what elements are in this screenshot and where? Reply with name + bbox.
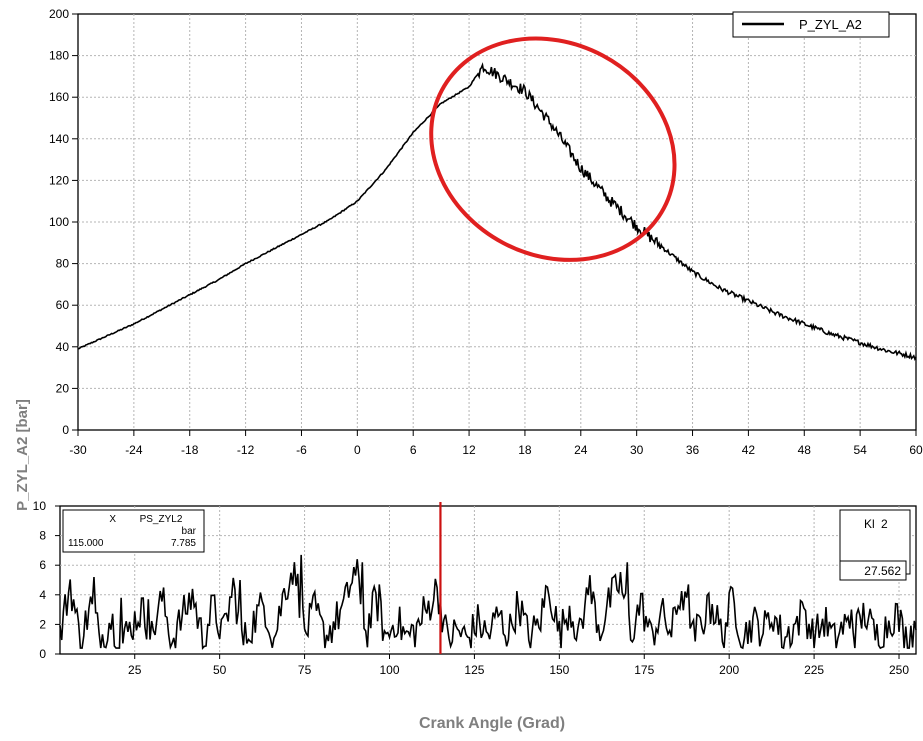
bottom-x-tick-label: 250: [889, 663, 909, 677]
legend: P_ZYL_A2: [732, 11, 890, 38]
top-x-tick-label: 60: [909, 443, 923, 457]
bottom-x-tick-labels: 25 50 75 100 125 150 175 200 225 250: [128, 654, 909, 677]
cursor-unit: bar: [182, 526, 197, 537]
top-y-tick-label: 100: [49, 215, 69, 229]
top-grid: [78, 14, 916, 430]
top-y-tick-label: 200: [49, 7, 69, 21]
kl-value: 27.562: [864, 564, 901, 578]
bottom-y-tick-label: 2: [39, 617, 46, 631]
cursor-y-value: 7.785: [171, 538, 196, 549]
cursor-readout: X PS_ZYL2 bar 115.000 7.785: [62, 509, 205, 553]
top-x-tick-label: -24: [125, 443, 143, 457]
bottom-x-tick-label: 150: [549, 663, 569, 677]
top-y-tick-label: 180: [49, 49, 69, 63]
bottom-y-tick-label: 0: [39, 647, 46, 661]
top-y-tick-label: 120: [49, 173, 69, 187]
top-y-tick-label: 40: [56, 340, 70, 354]
cursor-readout-box: [62, 509, 205, 553]
x-axis-label: Crank Angle (Grad): [419, 715, 565, 732]
y-axis-label: P_ZYL_A2 [bar]: [14, 399, 31, 511]
top-y-tick-label: 20: [56, 381, 70, 395]
legend-entry: P_ZYL_A2: [799, 17, 862, 32]
top-y-tick-label: 0: [62, 423, 69, 437]
kl-readout: Kl 2 27.562: [839, 509, 911, 581]
cursor-x-label: X: [109, 514, 116, 525]
top-x-tick-label: -18: [181, 443, 199, 457]
top-y-tick-label: 60: [56, 298, 70, 312]
top-x-tick-label: 30: [630, 443, 644, 457]
top-series-group: [77, 62, 917, 361]
top-annotation-group: [429, 36, 677, 262]
bottom-x-tick-label: 100: [379, 663, 399, 677]
top-plot-frame: [77, 13, 917, 431]
cursor-channel-name: PS_ZYL2: [140, 514, 183, 525]
top-x-tick-label: 48: [798, 443, 812, 457]
bottom-grid: [60, 506, 916, 654]
highlight-ellipse: [429, 36, 677, 262]
bottom-x-tick-label: 200: [719, 663, 739, 677]
series-line-p-zyl-a2: [77, 62, 917, 361]
bottom-y-tick-label: 6: [39, 558, 46, 572]
cursor-x-value: 115.000: [68, 538, 104, 549]
bottom-x-tick-label: 125: [464, 663, 484, 677]
bottom-x-tick-label: 225: [804, 663, 824, 677]
bottom-plot-panel: 0 2 4 6 8 10 25 50 75 100 125 150 175 200 225 250 X PS…: [33, 499, 917, 677]
bottom-y-tick-label: 10: [33, 499, 47, 513]
top-y-tick-label: 140: [49, 132, 69, 146]
top-x-tick-label: 42: [742, 443, 756, 457]
top-x-tick-label: 54: [853, 443, 867, 457]
bottom-x-tick-label: 75: [298, 663, 312, 677]
top-y-tick-labels: 0 20 40 60 80 100 120 140 160 180 200: [49, 7, 78, 437]
top-x-tick-labels: -30 -24 -18 -12 -6 0 6 12 18 24 30 36 42 48 54 60: [69, 430, 923, 457]
top-y-tick-label: 160: [49, 90, 69, 104]
top-x-tick-label: 36: [686, 443, 700, 457]
top-x-tick-label: 6: [410, 443, 417, 457]
top-x-tick-label: -12: [237, 443, 255, 457]
bottom-y-tick-label: 4: [39, 588, 46, 602]
bottom-y-tick-labels: 0 2 4 6 8 10: [33, 499, 60, 661]
kl-value-box: [839, 560, 907, 581]
kl-label: Kl: [864, 517, 875, 531]
bottom-x-tick-label: 50: [213, 663, 227, 677]
bottom-series-group: [59, 502, 917, 654]
kl-index: 2: [881, 517, 888, 531]
top-x-tick-label: -6: [296, 443, 307, 457]
top-x-tick-label: 24: [574, 443, 588, 457]
series-line-ps-zyl2: [59, 554, 917, 651]
top-x-tick-label: 0: [354, 443, 361, 457]
top-y-tick-label: 80: [56, 257, 70, 271]
top-x-tick-label: -30: [69, 443, 87, 457]
top-x-tick-label: 18: [518, 443, 532, 457]
bottom-x-tick-label: 175: [634, 663, 654, 677]
bottom-x-tick-label: 25: [128, 663, 142, 677]
bottom-y-tick-label: 8: [39, 529, 46, 543]
top-x-tick-label: 12: [462, 443, 476, 457]
